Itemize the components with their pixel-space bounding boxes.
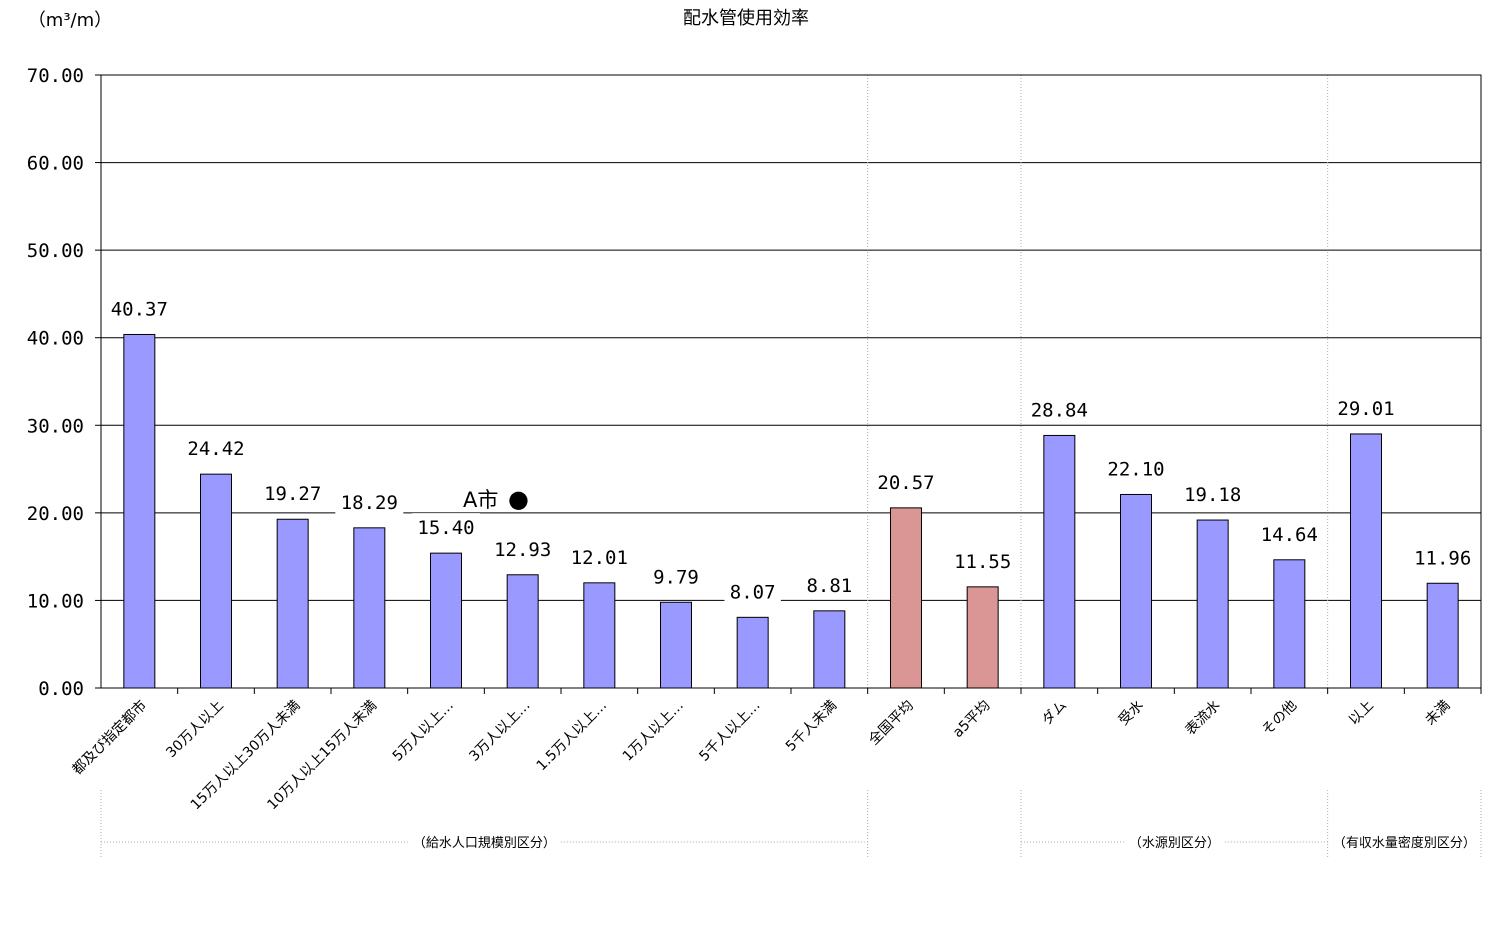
value-label-bg — [948, 546, 1017, 575]
group-label: （水源別区分） — [1129, 836, 1220, 851]
value-label-bg — [182, 434, 250, 463]
value-label-bg — [1332, 393, 1400, 422]
bar — [966, 586, 999, 689]
annotation-label: A市 — [463, 488, 498, 512]
category-label: ダム — [1039, 698, 1070, 729]
value-label: 22.10 — [1107, 458, 1164, 480]
value-labels: 40.37 24.42 19.27 18.29 15.40 12.93 12.01 9.79 8… — [105, 294, 1477, 606]
bar — [660, 601, 692, 689]
value-label-bg — [872, 467, 940, 496]
bar — [1350, 433, 1382, 689]
bar — [1426, 582, 1459, 689]
value-label-bg — [724, 577, 781, 606]
value-label: 15.40 — [417, 517, 474, 539]
value-label-bg — [1408, 543, 1477, 572]
y-tick-label: 0.00 — [38, 678, 84, 700]
annotation-marker: ● — [508, 485, 529, 513]
value-label-bg — [412, 513, 480, 542]
value-label: 20.57 — [877, 472, 934, 494]
value-label-bg — [647, 562, 705, 591]
category-label: 未満 — [1422, 698, 1453, 729]
bar — [200, 473, 232, 689]
value-label-bg — [1102, 454, 1170, 483]
value-label: 24.42 — [187, 438, 244, 460]
value-label: 8.81 — [806, 575, 852, 597]
bar — [813, 610, 846, 689]
bar — [1196, 519, 1229, 689]
value-label: 12.01 — [571, 547, 628, 569]
value-label: 18.29 — [341, 492, 398, 514]
bar — [583, 582, 616, 689]
category-label: 受水 — [1116, 698, 1147, 729]
category-label: 30万人以上 — [163, 698, 227, 762]
y-tick-label: 70.00 — [27, 65, 84, 87]
value-label-bg — [105, 294, 174, 323]
category-label: 1.5万人以上… — [534, 698, 611, 775]
bar — [1043, 434, 1076, 689]
category-label: 5万人以上… — [390, 698, 457, 765]
value-label: 40.37 — [111, 298, 168, 320]
value-label-bg — [1178, 480, 1247, 509]
y-axis: 0.00 10.00 20.00 30.00 40.00 50.00 60.00 70.00 — [27, 65, 101, 700]
value-label-bg — [335, 487, 404, 516]
value-label: 29.01 — [1337, 398, 1394, 420]
group-separators — [867, 75, 1329, 688]
value-label: 28.84 — [1031, 399, 1088, 421]
category-label: 3万人以上… — [466, 698, 533, 765]
value-label: 19.18 — [1184, 484, 1241, 506]
value-label: 11.55 — [954, 551, 1011, 573]
category-label: 都及び指定都市 — [69, 697, 150, 778]
y-tick-label: 20.00 — [27, 503, 84, 525]
chart-title: 配水管使用効率 — [683, 8, 809, 29]
category-label: 以上 — [1346, 698, 1377, 729]
category-label: 5千人以上… — [696, 698, 763, 765]
category-label: 5千人未満 — [783, 698, 840, 755]
y-tick-label: 30.00 — [27, 415, 84, 437]
bar — [736, 616, 769, 689]
value-label-bg — [1255, 519, 1324, 548]
bar — [1273, 559, 1306, 689]
value-label-bg — [258, 479, 327, 508]
group-label: （給水人口規模別区分） — [413, 836, 556, 851]
value-label: 14.64 — [1261, 524, 1318, 546]
bar — [506, 574, 539, 689]
category-label: その他 — [1259, 698, 1300, 739]
bar — [890, 507, 922, 689]
bar — [123, 333, 156, 689]
y-tick-label: 40.00 — [27, 328, 84, 350]
y-tick-label: 10.00 — [27, 590, 84, 612]
category-label: 1万人以上… — [620, 698, 687, 765]
group-labels: （給水人口規模別区分） （水源別区分） （有収水量密度別区分） — [100, 790, 1482, 858]
value-label-bg — [488, 534, 557, 563]
value-label-bg — [1025, 395, 1094, 424]
value-label: 12.93 — [494, 539, 551, 561]
value-label-bg — [801, 570, 858, 599]
category-label: a5平均 — [950, 698, 993, 741]
value-label: 11.96 — [1414, 547, 1471, 569]
value-label: 8.07 — [730, 581, 776, 603]
value-label: 19.27 — [264, 483, 321, 505]
y-tick-label: 60.00 — [27, 153, 84, 175]
bar — [353, 527, 386, 689]
bar — [430, 552, 462, 689]
category-label: 表流水 — [1182, 698, 1223, 739]
bars — [123, 333, 1459, 689]
annotation: A市 ● — [458, 484, 538, 513]
y-tick-label: 50.00 — [27, 240, 84, 262]
group-label: （有収水量密度別区分） — [1333, 835, 1476, 851]
bar — [276, 518, 309, 689]
value-label-bg — [565, 542, 634, 571]
category-label: 全国平均 — [865, 697, 917, 749]
value-label: 9.79 — [653, 566, 699, 588]
grid-lines — [101, 162, 1481, 601]
y-axis-unit: （m³/m） — [28, 10, 112, 31]
bar — [1120, 493, 1152, 689]
